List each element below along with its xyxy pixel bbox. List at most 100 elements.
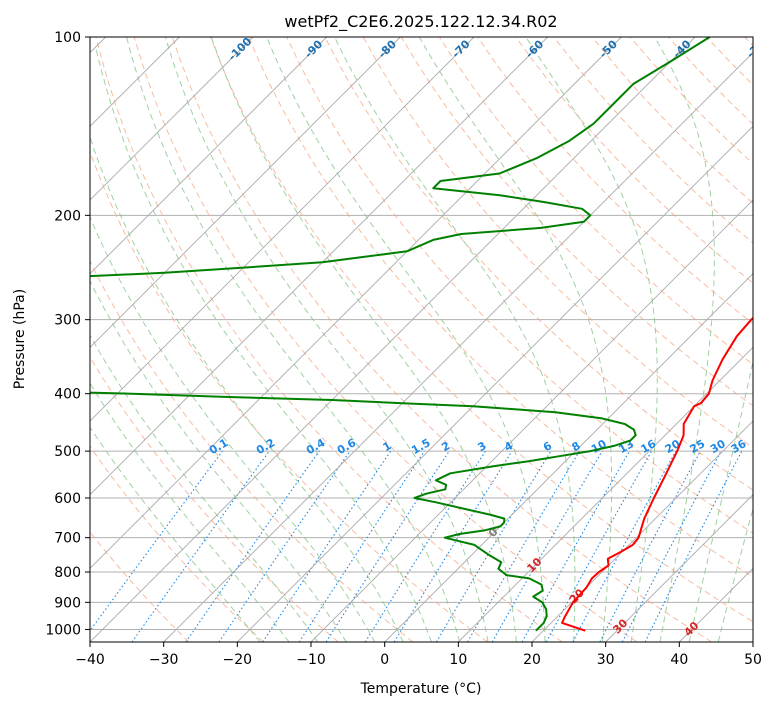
mixing-ratio-line: [545, 450, 653, 642]
dry-adiabat: [477, 37, 753, 325]
dry-adiabat: [90, 531, 190, 642]
dry-adiabat: [210, 37, 753, 623]
moist-adiabat: [90, 215, 376, 642]
moist-adiabat: [688, 358, 753, 642]
x-tick-label: −30: [149, 652, 179, 668]
dry-adiabat: [133, 37, 638, 642]
y-axis-label: Pressure (hPa): [12, 289, 28, 389]
isotherm-line: [90, 37, 548, 496]
dry-adiabat: [90, 356, 339, 642]
isotherm-line: [384, 273, 753, 642]
isotherm-line: [237, 125, 753, 642]
y-tick-label: 100: [54, 30, 81, 46]
y-tick-label: 300: [54, 313, 81, 329]
mixing-ratio-line: [325, 450, 450, 642]
mixing-ratio-line: [90, 450, 223, 632]
y-tick-label: 700: [54, 531, 81, 547]
y-tick-label: 500: [54, 444, 81, 460]
dry-adiabat: [248, 37, 753, 578]
chart-title: wetPf2_C2E6.2025.122.12.34.R02: [284, 12, 557, 32]
mixing-ratio-label: 10: [589, 437, 609, 456]
mixing-ratio-label: 0.6: [335, 436, 359, 457]
x-tick-label: −40: [75, 652, 105, 668]
mixing-ratio-label: 0.1: [207, 436, 230, 457]
moist-adiabat: [525, 37, 658, 642]
isotherm-line: [605, 494, 753, 642]
mixing-ratio-line: [218, 450, 351, 642]
mixing-ratio-label: 3: [475, 439, 488, 454]
x-tick-label: 0: [380, 652, 389, 668]
isotherm-label: -30: [744, 37, 767, 60]
y-tick-label: 1000: [45, 622, 81, 638]
isotherm-label: 40: [682, 619, 702, 639]
isotherm-line: [90, 37, 401, 348]
moist-adiabats: [90, 37, 753, 642]
isobar-grid: [90, 37, 753, 630]
isotherm-line: [163, 52, 753, 642]
isotherm-line: [310, 199, 753, 642]
y-axis: 1000 900 800 700 600 500 400 300 200 100: [45, 30, 90, 638]
mixing-ratio-line: [393, 450, 513, 642]
mixing-ratio-lines: [90, 450, 743, 642]
dry-adiabat: [95, 37, 563, 642]
dewpoint-trace: [90, 37, 711, 632]
dry-adiabats: [90, 37, 753, 642]
moist-adiabat: [164, 37, 489, 642]
x-tick-label: −20: [223, 652, 253, 668]
y-tick-label: 800: [54, 565, 81, 581]
isotherm-label: -100: [226, 35, 255, 64]
mixing-ratio-line: [521, 450, 630, 642]
isotherm-line: [90, 37, 254, 201]
plot-area: -100-90-80-70-60-50-40-30-20-10010203040…: [90, 35, 767, 642]
moist-adiabat: [90, 426, 261, 642]
x-tick-label: 50: [744, 652, 762, 668]
dry-adiabat: [744, 37, 753, 47]
y-tick-label: 600: [54, 491, 81, 507]
mixing-ratio-label: 25: [687, 437, 707, 456]
isotherm-label: -50: [597, 37, 620, 60]
isotherm-line: [90, 37, 327, 275]
dry-adiabat: [90, 445, 264, 642]
moist-adiabat: [418, 37, 613, 642]
isotherm-line: [90, 37, 622, 569]
mixing-ratio-line: [435, 450, 552, 642]
x-tick-label: 40: [670, 652, 688, 668]
dry-adiabat: [90, 259, 414, 642]
isotherm-label: -80: [376, 37, 399, 60]
y-tick-label: 200: [54, 208, 81, 224]
mixing-ratio-line: [185, 450, 320, 642]
plot-frame: [89, 36, 754, 643]
isotherm-label: -60: [523, 37, 546, 60]
dry-adiabat: [706, 37, 753, 86]
isotherm-line: [458, 346, 753, 642]
dry-adiabat: [324, 37, 753, 491]
moist-adiabat: [210, 37, 517, 642]
moist-adiabat: [90, 334, 319, 642]
dry-adiabat: [515, 37, 753, 284]
x-axis: −40 −30 −20 −10 0 10 20 30 40 50: [75, 642, 762, 668]
x-tick-label: 30: [597, 652, 615, 668]
mixing-ratio-label: 2: [439, 439, 452, 454]
mixing-ratio-line: [572, 450, 677, 642]
mixing-ratio-label: 1: [381, 439, 394, 454]
mixing-ratio-label: 6: [541, 439, 554, 454]
mixing-ratio-line: [298, 450, 425, 642]
moist-adiabat: [95, 49, 432, 642]
mixing-ratio-label: 0.2: [254, 436, 277, 457]
mixing-ratio-label: 30: [708, 437, 728, 456]
moist-adiabat: [717, 506, 753, 642]
isotherm-line: [679, 567, 753, 642]
isotherm-label: -70: [449, 37, 472, 60]
isotherm-label: 30: [610, 616, 630, 636]
dry-adiabat: [591, 37, 753, 204]
moist-adiabat: [90, 279, 347, 642]
dry-adiabat: [171, 37, 712, 642]
x-tick-label: 10: [449, 652, 467, 668]
x-tick-label: 20: [523, 652, 541, 668]
isotherm-label: -90: [302, 37, 325, 60]
y-tick-label: 400: [54, 387, 81, 403]
moist-adiabat: [90, 382, 290, 642]
mixing-ratio-line: [644, 450, 743, 642]
dry-adiabat: [668, 37, 753, 125]
